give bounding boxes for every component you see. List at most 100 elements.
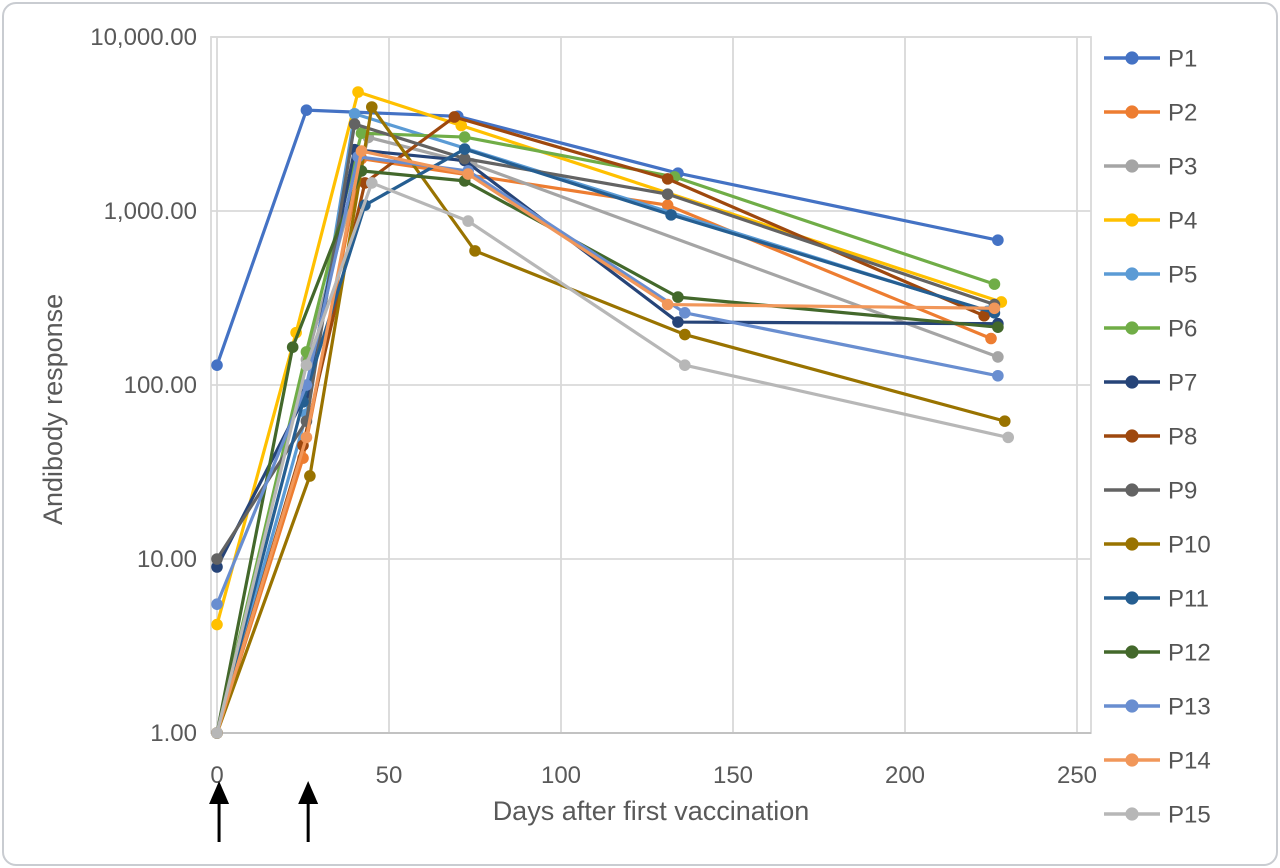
- data-point-P9: [458, 152, 471, 165]
- x-tick-label: 250: [1057, 762, 1097, 789]
- y-tick-label: 100.00: [124, 372, 197, 399]
- series-line-P15: [215, 181, 1010, 735]
- vaccination-arrow-head: [298, 781, 319, 804]
- legend-marker-P13: [1125, 699, 1139, 713]
- data-point-P15: [366, 177, 378, 189]
- series-line-P4: [215, 90, 1003, 627]
- legend-marker-P5: [1125, 267, 1139, 281]
- series-line-P3: [215, 135, 1000, 735]
- data-point-P6: [355, 127, 368, 139]
- data-point-P15: [1002, 431, 1014, 444]
- data-point-P10: [679, 328, 691, 341]
- series-line-P10: [215, 105, 1007, 735]
- y-tick-label: 1.00: [150, 720, 197, 747]
- legend-marker-P2: [1125, 105, 1139, 119]
- data-point-P3: [992, 351, 1004, 363]
- data-point-P4: [455, 119, 468, 132]
- data-point-P15: [300, 359, 313, 371]
- data-point-P10: [304, 470, 316, 482]
- series-line-P5: [215, 112, 990, 735]
- legend-marker-P14: [1125, 753, 1139, 767]
- data-point-P5: [348, 107, 361, 120]
- data-point-P13: [679, 306, 691, 319]
- legend-label-P5: P5: [1168, 262, 1197, 289]
- x-tick-label: 100: [541, 762, 581, 789]
- x-tick-label: 0: [210, 762, 223, 789]
- data-point-P15: [679, 359, 691, 371]
- legend-label-P14: P14: [1168, 748, 1211, 775]
- legend-label-P8: P8: [1168, 424, 1197, 451]
- legend-label-P13: P13: [1168, 694, 1211, 721]
- data-point-P6: [988, 278, 1001, 290]
- data-point-P9: [661, 188, 674, 200]
- legend-label-P12: P12: [1168, 640, 1211, 667]
- legend-label-P15: P15: [1168, 802, 1211, 829]
- data-point-P9: [211, 553, 223, 565]
- legend-marker-P7: [1125, 375, 1139, 389]
- legend-marker-P9: [1125, 483, 1139, 497]
- antibody-line-chart: 1.00 10.00 100.00 1,000.00 10,000.00 0 50 100 15…: [4, 4, 1276, 864]
- legend-label-P4: P4: [1168, 208, 1197, 235]
- data-point-P12: [672, 291, 684, 303]
- legend-label-P11: P11: [1168, 586, 1209, 613]
- data-point-P14: [988, 302, 1001, 315]
- legend-marker-P8: [1125, 429, 1139, 443]
- legend-marker-P15: [1125, 807, 1139, 821]
- data-point-P7: [672, 316, 684, 328]
- legend-marker-P10: [1125, 537, 1139, 551]
- data-point-P10: [469, 245, 481, 257]
- x-tick-label: 50: [376, 762, 403, 789]
- data-point-P14: [300, 431, 313, 444]
- series-line-P6: [215, 131, 997, 735]
- data-point-P4: [211, 618, 223, 631]
- legend-marker-P11: [1125, 591, 1139, 605]
- data-point-P15: [462, 215, 474, 227]
- data-point-P8: [978, 309, 990, 322]
- data-point-P10: [366, 101, 378, 113]
- legend-label-P9: P9: [1168, 478, 1197, 505]
- data-point-P8: [448, 111, 461, 123]
- legend-label-P3: P3: [1168, 154, 1197, 181]
- x-axis-title: Days after first vaccination: [492, 796, 810, 826]
- series-line-P14: [215, 149, 997, 735]
- data-point-P7: [211, 561, 223, 573]
- data-point-P13: [992, 369, 1004, 382]
- data-point-P2: [985, 332, 997, 345]
- legend-marker-P1: [1125, 51, 1139, 65]
- data-point-P11: [458, 143, 471, 155]
- data-point-P12: [286, 341, 299, 353]
- data-point-P1: [211, 359, 223, 371]
- data-point-P8: [661, 173, 674, 185]
- legend-marker-P12: [1125, 645, 1139, 659]
- y-axis-title: Andibody response: [38, 293, 68, 525]
- data-point-P12: [992, 321, 1004, 333]
- data-point-P4: [352, 86, 364, 98]
- data-point-P13: [211, 598, 223, 610]
- data-point-P11: [665, 209, 677, 221]
- legend-label-P10: P10: [1168, 532, 1211, 559]
- y-tick-label: 10.00: [137, 546, 197, 573]
- data-point-P1: [992, 234, 1004, 246]
- y-tick-label: 10,000.00: [90, 24, 197, 51]
- legend-marker-P4: [1125, 213, 1139, 227]
- legend-label-P1: P1: [1168, 46, 1197, 73]
- chart-canvas: 1.00 10.00 100.00 1,000.00 10,000.00 0 50 100 15…: [90, 24, 1211, 842]
- y-tick-label: 1,000.00: [104, 198, 197, 225]
- x-tick-label: 200: [885, 762, 925, 789]
- series-line-P12: [215, 169, 1000, 735]
- vaccination-arrow-head: [209, 781, 230, 804]
- data-point-P14: [462, 168, 474, 180]
- x-tick-label: 150: [713, 762, 753, 789]
- legend-label-P7: P7: [1168, 370, 1197, 397]
- legend-marker-P6: [1125, 321, 1139, 335]
- legend-label-P6: P6: [1168, 316, 1197, 343]
- data-point-P2: [661, 199, 674, 211]
- data-point-P14: [355, 145, 368, 157]
- legend-marker-P3: [1125, 159, 1139, 173]
- data-point-P15: [211, 727, 223, 739]
- data-point-P6: [458, 131, 471, 143]
- data-point-P1: [300, 104, 313, 116]
- data-point-P10: [998, 415, 1011, 427]
- data-point-P14: [661, 298, 674, 311]
